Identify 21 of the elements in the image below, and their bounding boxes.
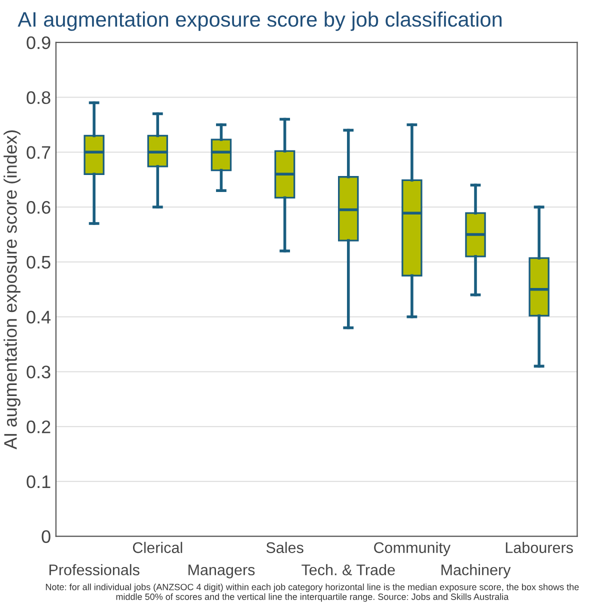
x-tick-label: Community (374, 542, 451, 556)
y-tick-label: 0.8 (26, 91, 50, 104)
y-axis-title: AI augmentation exposure score (index) (4, 130, 20, 450)
x-tick-label: Sales (266, 542, 304, 554)
y-tick-label: 0.4 (26, 310, 51, 324)
y-tick-label: 0.6 (26, 200, 50, 214)
chart-title: AI augmentation exposure score by job classification (18, 12, 502, 31)
x-tick-label: Machinery (442, 564, 511, 578)
x-tick-label: Tech. & Trade (302, 564, 395, 576)
y-tick-label: 0.5 (26, 256, 50, 269)
y-tick-label: 0.2 (26, 420, 50, 434)
y-tick-label: 0.7 (26, 146, 50, 159)
x-tick-label: Labourers (506, 542, 573, 554)
y-tick-label: 0.3 (26, 366, 50, 378)
y-tick-label: 0 (42, 530, 50, 544)
y-tick-label: 0.1 (26, 475, 50, 488)
x-tick-label: Professionals (49, 564, 140, 576)
x-tick-label: Clerical (132, 542, 182, 554)
text: Note: for all individual jobs (ANZSOC 4 digit) within each job category horizontal line is the median exposure score, the box shows the middle 50% of scores and the vertical line the interquartile range. Source: Jobs and Skills Australia (46, 584, 579, 602)
y-tick-label: 0.9 (26, 36, 50, 50)
x-tick-label: Managers (188, 564, 255, 578)
